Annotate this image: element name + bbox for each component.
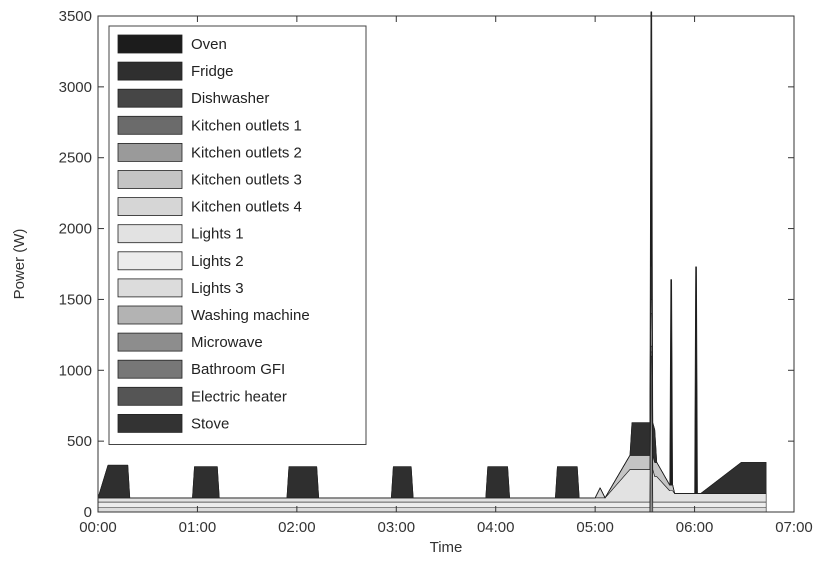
legend-label-bathroom-gfi: Bathroom GFI — [191, 361, 285, 378]
x-tick-label: 02:00 — [278, 519, 316, 536]
legend-label-kitchen-outlets-2: Kitchen outlets 2 — [191, 144, 302, 161]
y-tick-label: 3000 — [59, 79, 92, 96]
y-tick-label: 0 — [84, 504, 92, 521]
legend-label-kitchen-outlets-3: Kitchen outlets 3 — [191, 172, 302, 189]
legend-swatch-kitchen-outlets-2 — [117, 142, 183, 162]
legend-label-stove: Stove — [191, 415, 229, 432]
y-tick-label: 1000 — [59, 362, 92, 379]
x-tick-label: 06:00 — [676, 519, 714, 536]
legend-label-fridge: Fridge — [191, 63, 234, 80]
x-axis-label: Time — [430, 539, 463, 556]
x-tick-label: 05:00 — [576, 519, 614, 536]
legend-label-lights-3: Lights 3 — [191, 280, 244, 297]
y-tick-label: 500 — [67, 433, 92, 450]
legend-swatch-kitchen-outlets-4 — [117, 197, 183, 217]
legend-label-lights-1: Lights 1 — [191, 226, 244, 243]
axes — [97, 15, 795, 513]
legend-label-kitchen-outlets-4: Kitchen outlets 4 — [191, 199, 302, 216]
legend-swatch-electric-heater — [117, 386, 183, 406]
legend-swatch-lights-1 — [117, 224, 183, 244]
y-tick-label: 2500 — [59, 150, 92, 167]
legend-label-oven: Oven — [191, 36, 227, 53]
legend-swatch-kitchen-outlets-1 — [117, 115, 183, 135]
x-tick-label: 07:00 — [775, 519, 813, 536]
tick-marks — [97, 15, 795, 513]
legend: Oven Fridge Dishwasher Kitchen outlets 1 Kit… — [108, 25, 367, 445]
legend-swatch-stove — [117, 413, 183, 433]
legend-swatch-lights-2 — [117, 251, 183, 271]
x-tick-label: 01:00 — [179, 519, 217, 536]
legend-swatch-lights-3 — [117, 278, 183, 298]
x-tick-label: 03:00 — [378, 519, 416, 536]
y-tick-label: 1500 — [59, 291, 92, 308]
legend-label-kitchen-outlets-1: Kitchen outlets 1 — [191, 117, 302, 134]
y-tick-label: 2000 — [59, 221, 92, 238]
legend-swatch-dishwasher — [117, 88, 183, 108]
legend-swatch-washing-machine — [117, 305, 183, 325]
x-tick-label: 00:00 — [79, 519, 117, 536]
legend-swatch-oven — [117, 34, 183, 54]
legend-swatch-bathroom-gfi — [117, 359, 183, 379]
y-tick-label: 3500 — [59, 8, 92, 25]
legend-label-electric-heater: Electric heater — [191, 388, 287, 405]
plot-frame — [97, 15, 795, 513]
area-oven — [97, 11, 767, 499]
legend-swatch-fridge — [117, 61, 183, 81]
tick-labels: 00:00 01:00 02:00 03:00 04:00 05:00 06:00 07:00… — [59, 8, 813, 536]
legend-label-lights-2: Lights 2 — [191, 253, 244, 270]
legend-label-microwave: Microwave — [191, 334, 263, 351]
y-axis-label: Power (W) — [11, 229, 28, 300]
legend-swatch-microwave — [117, 332, 183, 352]
x-tick-label: 04:00 — [477, 519, 515, 536]
legend-label-washing-machine: Washing machine — [191, 307, 310, 324]
legend-label-dishwasher: Dishwasher — [191, 90, 269, 107]
legend-swatch-kitchen-outlets-3 — [117, 170, 183, 189]
